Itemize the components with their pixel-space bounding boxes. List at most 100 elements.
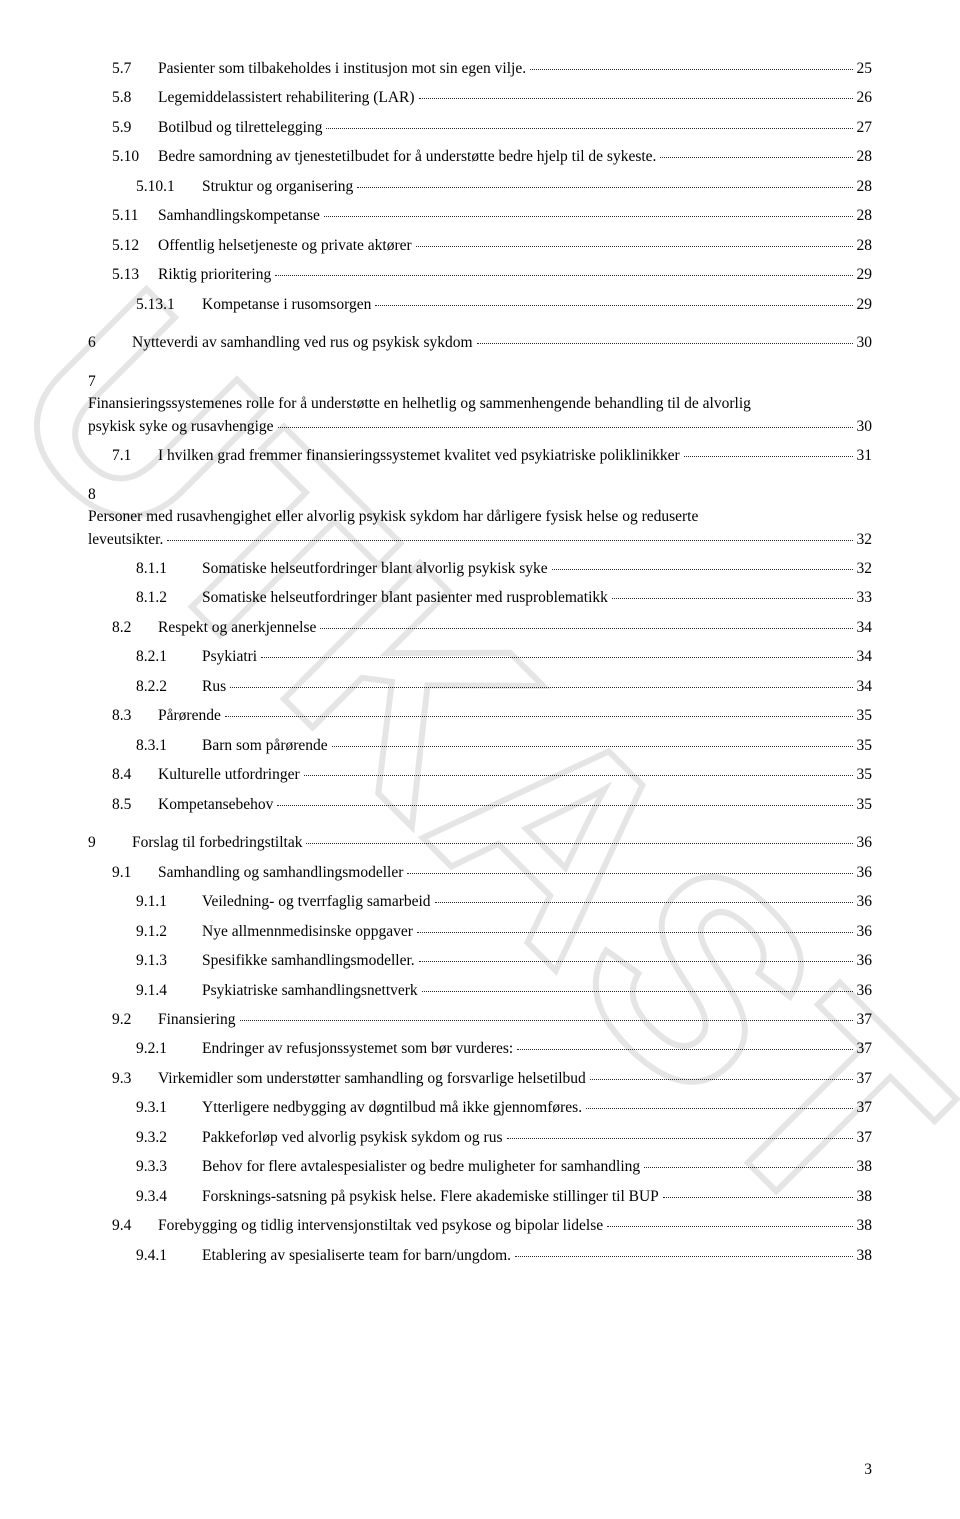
toc-entry: 8.1.1Somatiske helseutfordringer blant a… <box>88 558 872 580</box>
toc-leader-dots <box>417 932 853 933</box>
toc-entry-lastline: leveutsikter. 32 <box>88 529 872 551</box>
toc-entry-number: 9.3.3 <box>88 1156 202 1178</box>
toc-entry-title: Pasienter som tilbakeholdes i institusjo… <box>158 58 526 80</box>
toc-entry-number: 5.10 <box>88 146 158 168</box>
toc-entry-page: 36 <box>857 950 873 972</box>
toc-entry: 9.3.4Forsknings-satsning på psykisk hels… <box>88 1186 872 1208</box>
toc-entry-number: 8.2.2 <box>88 676 202 698</box>
toc-entry-number: 9.1 <box>88 862 158 884</box>
toc-entry-page: 33 <box>857 587 873 609</box>
toc-entry-page: 35 <box>857 764 873 786</box>
toc-entry-page: 35 <box>857 705 873 727</box>
toc-leader-dots <box>422 991 853 992</box>
toc-entry-title: Personer med rusavhengighet eller alvorl… <box>88 506 872 528</box>
page-number: 3 <box>864 1461 872 1479</box>
toc-leader-dots <box>275 275 852 276</box>
toc-entry: 8Personer med rusavhengighet eller alvor… <box>88 484 872 551</box>
toc-entry-page: 25 <box>857 58 873 80</box>
toc-entry: 6Nytteverdi av samhandling ved rus og ps… <box>88 332 872 354</box>
toc-entry-page: 32 <box>857 558 873 580</box>
toc-leader-dots <box>663 1197 853 1198</box>
toc-leader-dots <box>230 687 852 688</box>
toc-entry-title: Finansiering <box>158 1009 236 1031</box>
toc-entry-page: 35 <box>857 794 873 816</box>
toc-leader-dots <box>684 456 853 457</box>
document-page: UTKAST 5.7Pasienter som tilbakeholdes i … <box>0 0 960 1519</box>
toc-entry: 5.9Botilbud og tilrettelegging 27 <box>88 117 872 139</box>
toc-entry-page: 37 <box>857 1068 873 1090</box>
toc-entry: 9Forslag til forbedringstiltak 36 <box>88 832 872 854</box>
toc-entry: 5.8Legemiddelassistert rehabilitering (L… <box>88 87 872 109</box>
toc-entry: 9.3Virkemidler som understøtter samhandl… <box>88 1068 872 1090</box>
toc-entry-page: 29 <box>857 264 873 286</box>
toc-leader-dots <box>278 427 853 428</box>
toc-leader-dots <box>375 305 852 306</box>
toc-entry-title: Nye allmennmedisinske oppgaver <box>202 921 413 943</box>
toc-entry-title: Forebygging og tidlig intervensjonstilta… <box>158 1215 603 1237</box>
toc-entry-number: 5.13 <box>88 264 158 286</box>
table-of-contents: 5.7Pasienter som tilbakeholdes i institu… <box>88 58 872 1267</box>
toc-entry-title: Rus <box>202 676 226 698</box>
toc-entry-page: 37 <box>857 1009 873 1031</box>
toc-entry-title-tail: psykisk syke og rusavhengige <box>88 416 274 438</box>
toc-entry-number: 5.11 <box>88 205 158 227</box>
toc-entry-number: 5.7 <box>88 58 158 80</box>
toc-entry: 5.11Samhandlingskompetanse 28 <box>88 205 872 227</box>
toc-entry-page: 35 <box>857 735 873 757</box>
toc-entry-page: 38 <box>857 1215 873 1237</box>
toc-entry-title: Behov for flere avtalespesialister og be… <box>202 1156 640 1178</box>
toc-entry-title: Riktig prioritering <box>158 264 271 286</box>
toc-entry-number: 8.1.1 <box>88 558 202 580</box>
toc-entry: 9.3.1Ytterligere nedbygging av døgntilbu… <box>88 1097 872 1119</box>
toc-entry-number: 9.3.1 <box>88 1097 202 1119</box>
toc-entry-title: Samhandling og samhandlingsmodeller <box>158 862 403 884</box>
toc-entry-page: 36 <box>857 921 873 943</box>
toc-entry-number: 9.4 <box>88 1215 158 1237</box>
toc-leader-dots <box>240 1020 853 1021</box>
toc-leader-dots <box>419 98 853 99</box>
toc-leader-dots <box>225 716 853 717</box>
toc-entry-number: 9.2 <box>88 1009 158 1031</box>
toc-entry: 9.3.2Pakkeforløp ved alvorlig psykisk sy… <box>88 1127 872 1149</box>
toc-entry: 9.1.1Veiledning- og tverrfaglig samarbei… <box>88 891 872 913</box>
toc-leader-dots <box>306 843 852 844</box>
toc-entry-title: Struktur og organisering <box>202 176 353 198</box>
toc-entry-page: 36 <box>857 980 873 1002</box>
toc-entry-title: Samhandlingskompetanse <box>158 205 320 227</box>
toc-entry-title: Veiledning- og tverrfaglig samarbeid <box>202 891 431 913</box>
toc-entry-number: 5.12 <box>88 235 158 257</box>
toc-entry-title: Somatiske helseutfordringer blant alvorl… <box>202 558 548 580</box>
toc-entry-title: Barn som pårørende <box>202 735 328 757</box>
toc-entry: 7Finansieringssystemenes rolle for å und… <box>88 371 872 438</box>
toc-entry: 9.1.3Spesifikke samhandlingsmodeller. 36 <box>88 950 872 972</box>
toc-entry-number: 6 <box>88 332 132 354</box>
toc-entry-number: 9.1.3 <box>88 950 202 972</box>
toc-entry-title: Ytterligere nedbygging av døgntilbud må … <box>202 1097 582 1119</box>
toc-entry-page: 27 <box>857 117 873 139</box>
toc-entry: 8.3Pårørende 35 <box>88 705 872 727</box>
toc-entry: 9.1.4Psykiatriske samhandlingsnettverk 3… <box>88 980 872 1002</box>
toc-entry-page: 28 <box>857 176 873 198</box>
toc-entry-page: 31 <box>857 445 873 467</box>
toc-entry-title: Offentlig helsetjeneste og private aktør… <box>158 235 412 257</box>
toc-entry-page: 36 <box>857 862 873 884</box>
toc-entry-page: 28 <box>857 146 873 168</box>
toc-leader-dots <box>416 246 853 247</box>
toc-leader-dots <box>167 540 852 541</box>
toc-entry-title-tail: leveutsikter. <box>88 529 163 551</box>
toc-entry-number: 9.4.1 <box>88 1245 202 1267</box>
toc-entry-title: Psykiatriske samhandlingsnettverk <box>202 980 418 1002</box>
toc-entry-number: 8.3 <box>88 705 158 727</box>
toc-entry-page: 36 <box>857 891 873 913</box>
toc-leader-dots <box>277 805 852 806</box>
toc-entry-page: 34 <box>857 646 873 668</box>
toc-leader-dots <box>435 902 853 903</box>
toc-entry-page: 34 <box>857 617 873 639</box>
toc-entry-number: 7.1 <box>88 445 158 467</box>
toc-entry-number: 9.1.1 <box>88 891 202 913</box>
toc-leader-dots <box>324 216 853 217</box>
toc-entry-number: 8.3.1 <box>88 735 202 757</box>
toc-entry: 8.4Kulturelle utfordringer 35 <box>88 764 872 786</box>
toc-entry-page: 28 <box>857 205 873 227</box>
toc-entry: 9.3.3Behov for flere avtalespesialister … <box>88 1156 872 1178</box>
